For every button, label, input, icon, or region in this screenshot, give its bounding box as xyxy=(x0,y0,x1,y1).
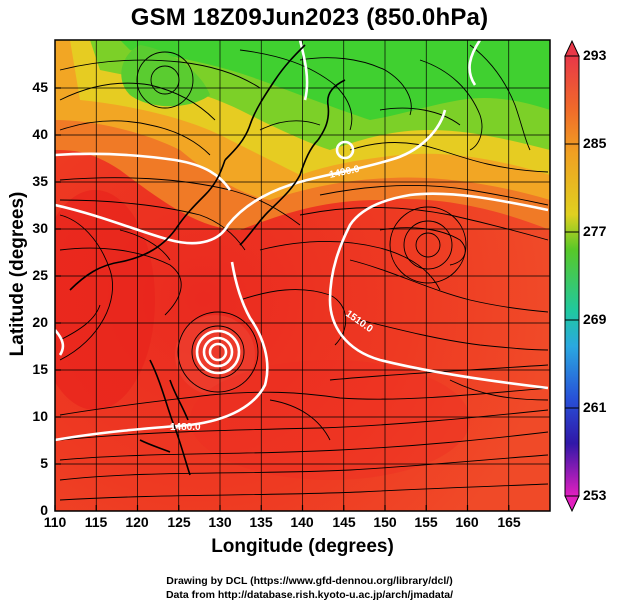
coastlines xyxy=(69,44,346,476)
y-tick-label: 40 xyxy=(32,126,48,142)
colorbar-label: 285 xyxy=(583,135,607,151)
x-tick-label: 165 xyxy=(497,514,521,530)
colorbar xyxy=(564,39,580,513)
streamlines xyxy=(59,44,549,501)
contour-label: 1480.0 xyxy=(170,422,201,433)
x-tick-label: 140 xyxy=(290,514,314,530)
x-axis-title: Longitude (degrees) xyxy=(211,536,394,557)
colorbar-label: 261 xyxy=(583,399,607,415)
y-axis-title: Latitude (degrees) xyxy=(7,191,28,357)
x-tick-label: 160 xyxy=(455,514,479,530)
colorbar-label: 269 xyxy=(583,311,607,327)
colorbar-label: 253 xyxy=(583,487,607,503)
y-tick-label: 25 xyxy=(32,267,48,283)
credit-drawing: Drawing by DCL (https://www.gfd-dennou.o… xyxy=(166,575,453,587)
credit-data: Data from http://database.rish.kyoto-u.a… xyxy=(165,589,454,601)
axis-ticks xyxy=(54,87,510,511)
y-tick-label: 5 xyxy=(40,455,48,471)
y-tick-label: 20 xyxy=(32,314,48,330)
y-tick-label: 45 xyxy=(32,79,48,95)
x-tick-label: 135 xyxy=(249,514,273,530)
x-tick-label: 115 xyxy=(84,514,108,530)
y-tick-label: 0 xyxy=(40,502,48,518)
x-tick-label: 150 xyxy=(373,514,397,530)
y-tick-label: 15 xyxy=(32,361,48,377)
x-tick-label: 125 xyxy=(167,514,191,530)
colorbar-label: 293 xyxy=(583,47,607,63)
x-tick-label: 130 xyxy=(208,514,232,530)
x-tick-label: 120 xyxy=(125,514,149,530)
y-tick-label: 35 xyxy=(32,173,48,189)
height-contours xyxy=(55,40,549,442)
y-tick-label: 30 xyxy=(32,220,48,236)
colorbar-label: 277 xyxy=(583,223,607,239)
figure-title: GSM 18Z09Jun2023 (850.0hPa) xyxy=(130,4,489,31)
x-tick-label: 155 xyxy=(414,514,438,530)
x-tick-label: 110 xyxy=(43,514,67,530)
x-tick-label: 145 xyxy=(332,514,356,530)
y-tick-label: 10 xyxy=(32,408,48,424)
